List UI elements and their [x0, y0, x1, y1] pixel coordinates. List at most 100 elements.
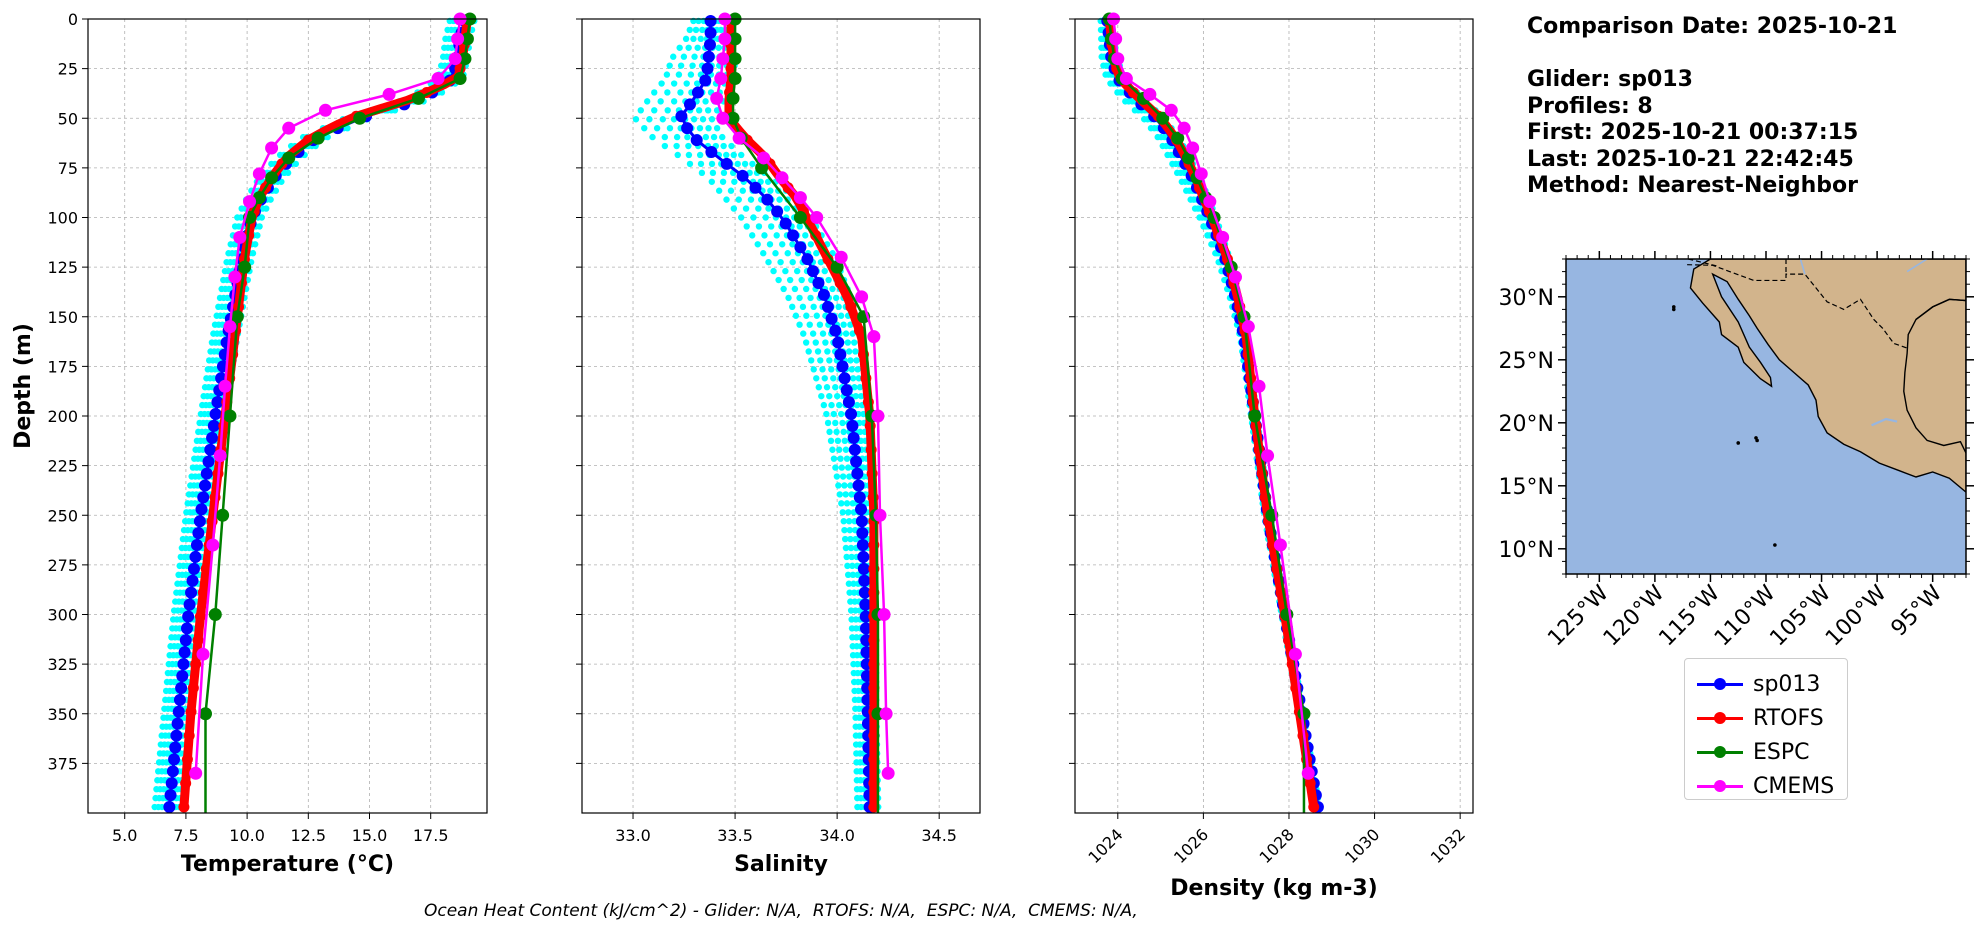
profile-point — [256, 223, 263, 230]
series-point — [211, 396, 224, 409]
profile-point — [808, 357, 815, 364]
island — [1671, 307, 1676, 312]
series-point — [1119, 72, 1133, 86]
profile-point — [853, 401, 861, 409]
profile-point — [666, 124, 674, 132]
profile-point — [843, 500, 851, 507]
glider-name: Glider: sp013 — [1527, 67, 1693, 92]
series-point — [793, 191, 807, 205]
legend-label: RTOFS — [1753, 705, 1824, 731]
map-lat-label: 25°N — [1499, 349, 1554, 374]
profile-point — [680, 53, 688, 60]
profile-point — [673, 142, 680, 150]
series-point — [182, 610, 195, 623]
series-point — [198, 707, 212, 721]
profile-point — [735, 196, 742, 203]
series-point — [194, 610, 206, 622]
series-point — [853, 491, 866, 504]
profile-point — [816, 321, 824, 328]
profile-point — [738, 151, 745, 159]
series-point — [761, 193, 774, 206]
profile-point — [853, 357, 860, 364]
profile-point — [739, 187, 746, 194]
x-axis-label: Temperature (°C) — [181, 852, 394, 877]
profile-point — [838, 464, 846, 471]
series-point — [1248, 409, 1262, 423]
profile-point — [810, 303, 817, 311]
profile-point — [272, 187, 280, 194]
profile-point — [837, 410, 845, 418]
x-tick-label: 1030 — [1341, 825, 1383, 867]
profile-point — [684, 133, 691, 141]
series-point — [176, 670, 189, 683]
series-point — [200, 563, 212, 575]
series-point — [860, 634, 873, 647]
profile-point — [848, 491, 855, 498]
profile-point — [821, 267, 828, 275]
series-point — [858, 574, 871, 587]
profile-point — [842, 330, 850, 337]
profile-point — [673, 133, 681, 141]
series-point — [233, 230, 247, 244]
x-tick-label: 12.5 — [290, 826, 326, 845]
profile-point — [738, 214, 745, 221]
profile-point — [835, 482, 842, 489]
profile-point — [813, 375, 820, 382]
profile-point — [677, 62, 685, 69]
profile-point — [742, 205, 750, 212]
series-point — [223, 409, 237, 423]
series-point — [204, 443, 217, 456]
series-point — [857, 550, 870, 563]
profile-point — [842, 535, 849, 543]
profile-point — [749, 232, 756, 239]
profile-point — [690, 35, 697, 43]
series-point — [865, 444, 877, 456]
series-point — [311, 131, 325, 145]
axes-frame — [581, 18, 981, 814]
profile-point — [847, 535, 854, 543]
series-point — [181, 753, 193, 765]
profile-point — [632, 116, 640, 123]
profile-point — [817, 258, 825, 266]
y-tick-label: 225 — [47, 457, 78, 476]
series-point — [675, 110, 688, 123]
profile-point — [809, 330, 817, 337]
profile-point — [840, 428, 847, 436]
series-point — [846, 419, 859, 432]
map-lon-label: 125°W — [1543, 581, 1614, 652]
series-point — [411, 91, 425, 105]
series-point — [867, 330, 881, 344]
profile-point — [820, 401, 828, 409]
series-point — [782, 182, 794, 194]
profile-point — [704, 107, 712, 114]
profile-point — [685, 44, 692, 51]
profile-point — [823, 384, 831, 391]
profile-point — [775, 276, 782, 284]
profile-point — [855, 410, 862, 418]
series-point — [852, 479, 865, 492]
profile-point — [849, 562, 856, 570]
profile-point — [812, 339, 819, 346]
y-tick-label: 25 — [58, 60, 78, 79]
profile-point — [661, 142, 669, 150]
profile-point — [786, 276, 794, 284]
profile-point — [814, 348, 822, 355]
river — [1799, 259, 1806, 275]
profile-point — [723, 196, 730, 203]
series-cmems — [710, 12, 895, 780]
x-tick-label: 1032 — [1427, 825, 1469, 867]
method: Method: Nearest-Neighbor — [1527, 173, 1858, 198]
profile-point — [803, 312, 810, 319]
profile-point — [832, 464, 839, 471]
profile-point — [822, 339, 829, 346]
series-point — [871, 409, 885, 423]
legend-item-sp013: sp013 — [1695, 669, 1820, 699]
profile-point — [835, 303, 842, 311]
profile-point — [791, 285, 799, 293]
profile-point — [661, 133, 669, 141]
profile-point — [766, 241, 774, 248]
profile-point — [750, 214, 757, 221]
profile-point — [833, 473, 841, 480]
series-point — [850, 455, 863, 468]
